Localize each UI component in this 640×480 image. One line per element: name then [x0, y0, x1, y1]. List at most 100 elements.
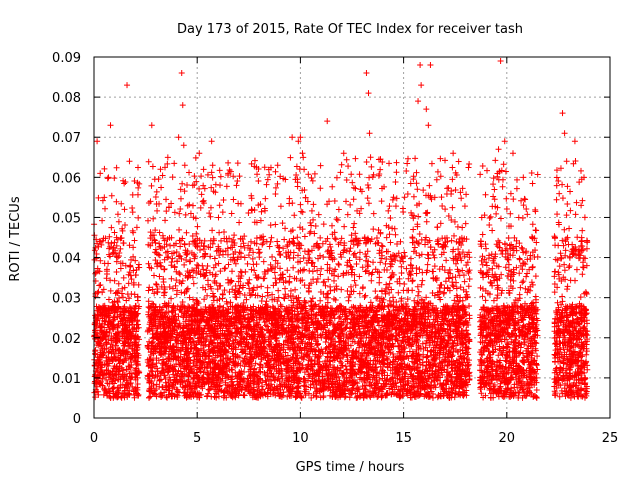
data-point: [351, 277, 358, 284]
data-point: [217, 173, 224, 180]
data-point: [427, 348, 434, 355]
data-point: [127, 356, 134, 363]
data-point: [106, 253, 113, 260]
data-point: [186, 294, 193, 301]
data-point: [310, 216, 317, 223]
data-point: [290, 249, 297, 256]
data-point: [116, 346, 123, 353]
data-point: [322, 339, 329, 346]
data-point: [216, 167, 223, 174]
data-point: [393, 169, 400, 176]
data-point: [298, 394, 305, 401]
data-point: [225, 159, 232, 166]
data-point: [112, 350, 119, 357]
data-point: [209, 240, 216, 247]
data-point: [178, 70, 185, 77]
data-point: [359, 285, 366, 292]
data-point: [200, 266, 207, 273]
data-point: [95, 303, 102, 310]
data-point: [186, 201, 193, 208]
data-point: [128, 315, 135, 322]
data-point: [117, 385, 124, 392]
data-point: [145, 158, 152, 165]
data-point: [166, 234, 173, 241]
data-point: [106, 243, 113, 250]
data-point: [106, 393, 113, 400]
data-point: [297, 134, 304, 141]
data-point: [118, 200, 125, 207]
data-point: [123, 366, 130, 373]
data-point: [268, 234, 275, 241]
data-point: [438, 194, 445, 201]
data-point: [107, 387, 114, 394]
data-point: [91, 378, 98, 385]
data-point: [126, 305, 133, 312]
data-point: [425, 255, 432, 262]
data-point: [363, 158, 370, 165]
data-point: [113, 198, 120, 205]
data-point: [411, 297, 418, 304]
data-point: [103, 345, 110, 352]
data-point: [415, 292, 422, 299]
data-point: [113, 331, 120, 338]
data-point: [133, 224, 140, 231]
data-point: [175, 134, 182, 141]
data-point: [99, 197, 106, 204]
data-point: [198, 173, 205, 180]
data-point: [407, 261, 414, 268]
data-point: [125, 343, 132, 350]
data-point: [306, 267, 313, 274]
data-point: [134, 294, 141, 301]
data-point: [120, 274, 127, 281]
data-point: [111, 277, 118, 284]
data-point: [130, 253, 137, 260]
data-point: [119, 227, 126, 234]
data-point: [129, 191, 136, 198]
data-point: [179, 102, 186, 109]
data-point: [103, 333, 110, 340]
data-point: [132, 374, 139, 381]
data-point: [419, 340, 426, 347]
data-point: [393, 195, 400, 202]
data-point: [120, 240, 127, 247]
data-point: [208, 138, 215, 145]
data-point: [156, 273, 163, 280]
data-point: [311, 170, 318, 177]
data-point: [117, 260, 124, 267]
data-point: [232, 260, 239, 267]
data-point: [125, 271, 132, 278]
data-point: [130, 244, 137, 251]
data-point: [352, 230, 359, 237]
data-point: [115, 329, 122, 336]
data-point: [356, 171, 363, 178]
data-point: [102, 310, 109, 317]
data-point: [113, 268, 120, 275]
data-point: [148, 122, 155, 129]
data-point: [96, 268, 103, 275]
data-point: [109, 337, 116, 344]
data-point: [116, 360, 123, 367]
data-point: [248, 195, 255, 202]
data-point: [132, 303, 139, 310]
data-point: [301, 266, 308, 273]
data-point: [413, 169, 420, 176]
data-point: [212, 181, 219, 188]
data-point: [135, 184, 142, 191]
data-point: [129, 383, 136, 390]
data-point: [145, 200, 152, 207]
data-point: [328, 222, 335, 229]
data-point: [377, 166, 384, 173]
data-point: [117, 308, 124, 315]
data-point: [407, 255, 414, 262]
data-point: [113, 242, 120, 249]
data-point: [124, 324, 131, 331]
data-point: [103, 275, 110, 282]
data-point: [113, 258, 120, 265]
data-point: [356, 290, 363, 297]
data-point: [251, 157, 258, 164]
data-point: [272, 221, 279, 228]
data-point: [107, 287, 114, 294]
data-point: [108, 341, 115, 348]
data-point: [127, 263, 134, 270]
data-point: [152, 246, 159, 253]
